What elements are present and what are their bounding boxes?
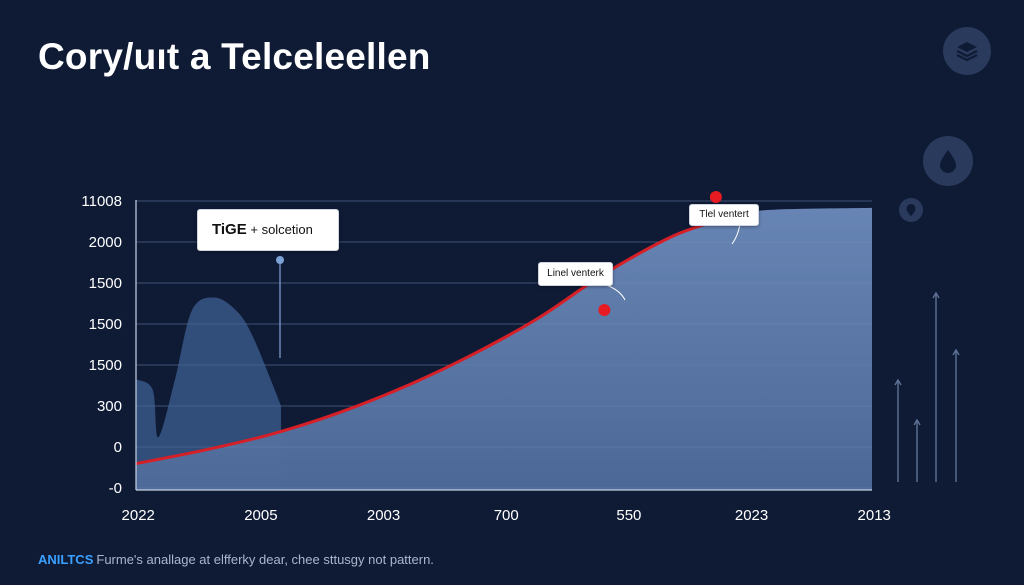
x-tick-label: 700 <box>494 507 519 524</box>
chart-title: Cory/uıt a Telceleellen <box>38 36 431 77</box>
x-tick-label: 2023 <box>735 507 768 524</box>
series-areas <box>135 200 872 490</box>
drop-icon <box>940 150 956 173</box>
layers-icon <box>956 42 978 62</box>
drop-button[interactable] <box>923 136 973 186</box>
y-tick-label: 0 <box>114 439 122 456</box>
point-label-top: Tlel ventert <box>689 204 759 226</box>
x-tick-label: 2022 <box>122 507 155 524</box>
footer-text: Furme's anallage at elfferky dear, chee … <box>96 552 434 567</box>
selection-callout-suffix: + solcetion <box>250 222 313 237</box>
footer-brand: ANILTCS <box>38 552 94 567</box>
selection-callout: TiGE + solcetion <box>197 209 339 251</box>
decor-arrow-head <box>894 378 902 386</box>
y-tick-label: 1500 <box>89 316 122 333</box>
y-tick-label: 300 <box>97 398 122 415</box>
highlight-point <box>598 304 611 316</box>
y-tick-label: 11008 <box>81 193 122 210</box>
pin-button[interactable] <box>899 198 923 222</box>
x-tick-label: 2005 <box>244 507 277 524</box>
x-tick-label: 2013 <box>858 507 891 524</box>
decor-arrow-head <box>913 418 921 426</box>
callout-leader-dot <box>276 256 284 264</box>
axes <box>135 200 872 491</box>
x-tick-label: 2003 <box>367 507 400 524</box>
point-label-mid: Linel venterk <box>538 262 613 286</box>
highlight-point <box>709 191 722 203</box>
main-series-line <box>135 219 717 466</box>
y-tick-label: 2000 <box>89 234 122 251</box>
x-tick-label: 550 <box>616 507 641 524</box>
decorations <box>276 223 960 482</box>
y-tick-label: 1500 <box>89 357 122 374</box>
decor-arrow-head <box>952 348 960 356</box>
decor-arrow-head <box>932 291 940 299</box>
y-tick-label: -0 <box>109 480 122 497</box>
highlight-points <box>598 191 722 316</box>
pin-icon <box>906 204 916 216</box>
y-tick-label: 1500 <box>89 275 122 292</box>
selection-callout-prefix: TiGE <box>212 221 247 238</box>
footer-caption: ANILTCS Furme's anallage at elfferky dear… <box>38 552 434 567</box>
layers-button[interactable] <box>943 27 991 75</box>
